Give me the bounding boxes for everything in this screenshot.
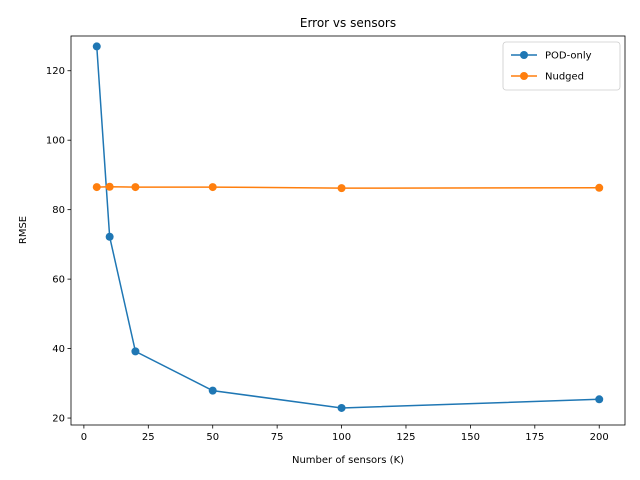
data-point-pod-only: [92, 42, 101, 51]
x-tick-label: 150: [461, 432, 480, 443]
data-point-nudged: [595, 183, 604, 192]
legend-item-pod-only: POD-only: [511, 51, 592, 62]
y-tick-label: 40: [52, 344, 65, 355]
legend-label: Nudged: [545, 72, 584, 83]
chart-title: Error vs sensors: [300, 16, 396, 30]
data-point-pod-only: [595, 395, 604, 404]
x-tick-label: 125: [396, 432, 415, 443]
data-point-pod-only: [337, 403, 346, 412]
x-tick-label: 100: [332, 432, 351, 443]
legend: POD-only Nudged: [502, 41, 621, 91]
data-point-pod-only: [131, 347, 140, 356]
y-axis-ticks: 20 40 60 80 100 120: [46, 66, 71, 425]
x-tick-label: 25: [142, 432, 155, 443]
series-line-pod-only: [96, 46, 600, 409]
y-tick-label: 100: [46, 136, 65, 147]
x-tick-label: 50: [206, 432, 219, 443]
legend-marker: [520, 51, 528, 59]
y-tick-label: 60: [52, 275, 65, 286]
series-pod-only: [92, 42, 604, 412]
data-point-nudged: [105, 182, 114, 191]
x-axis-label: Number of sensors (K): [292, 455, 404, 466]
legend-label: POD-only: [545, 51, 592, 62]
legend-marker: [520, 72, 528, 80]
data-point-pod-only: [105, 232, 114, 241]
legend-item-nudged: Nudged: [511, 72, 584, 83]
y-axis-label: RMSE: [18, 216, 29, 244]
data-point-nudged: [131, 183, 140, 192]
x-axis-ticks: 0 25 50 75 100 125 150 175 200: [81, 425, 609, 443]
series-nudged: [92, 182, 604, 193]
y-tick-label: 20: [52, 414, 65, 425]
x-tick-label: 75: [271, 432, 284, 443]
x-tick-label: 200: [590, 432, 609, 443]
data-point-nudged: [92, 183, 101, 192]
data-point-nudged: [208, 183, 217, 192]
y-tick-label: 80: [52, 205, 65, 216]
series-layer: [92, 42, 604, 412]
data-point-pod-only: [208, 386, 217, 395]
x-tick-label: 0: [81, 432, 87, 443]
axes-frame: [70, 35, 626, 426]
data-point-nudged: [337, 184, 346, 193]
y-tick-label: 120: [46, 66, 65, 77]
legend-box: [502, 41, 621, 91]
x-tick-label: 175: [525, 432, 544, 443]
